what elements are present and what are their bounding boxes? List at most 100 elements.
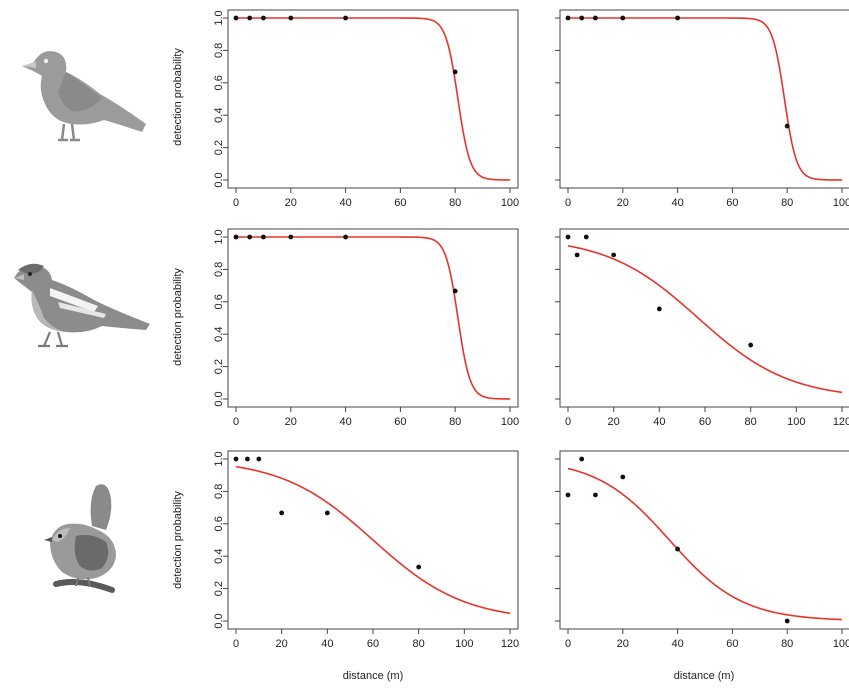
x-tick-label: 60	[726, 197, 738, 209]
x-tick-label: 100	[501, 416, 519, 428]
data-point	[452, 288, 458, 294]
x-tick-label: 0	[565, 197, 571, 209]
data-point	[343, 15, 348, 21]
panel-4: 0 20 40 60 80 100 120	[555, 228, 849, 428]
y-tick-label: 0.2	[213, 581, 225, 596]
panel-1: 0.0 0.2 0.4 0.6 0.8 1.0 0 20 40 60 80 100	[213, 9, 519, 209]
y-tick-label: 0.0	[213, 613, 225, 628]
data-point	[620, 474, 626, 480]
x-tick-label: 80	[449, 197, 461, 209]
data-point	[233, 456, 239, 462]
fitted-curve	[568, 17, 843, 181]
x-tick-label: 100	[833, 197, 849, 209]
panel-3: 0.0 0.2 0.4 0.6 0.8 1.0 0 20 40 60 80 100	[213, 228, 519, 428]
y-tick-label: 0.4	[213, 327, 225, 342]
x-tick-label: 80	[413, 638, 425, 650]
ylabel-text: detection probability	[172, 48, 184, 146]
data-point	[247, 15, 253, 21]
panel-6: 0 20 40 60 80 100	[555, 450, 849, 650]
x-tick-label: 60	[726, 638, 738, 650]
fitted-curve	[236, 17, 511, 181]
plot-frame	[559, 450, 849, 630]
y-tick-label: 0.4	[213, 549, 225, 564]
data-point	[784, 618, 790, 624]
data-point	[620, 15, 626, 21]
data-point	[288, 15, 294, 21]
y-tick-label: 0.0	[213, 172, 225, 187]
y-tick-label: 0.2	[213, 359, 225, 374]
fitted-curve	[567, 245, 843, 394]
xlabel-text: distance (m)	[342, 670, 404, 682]
x-tick-label: 20	[608, 416, 620, 428]
x-tick-label: 40	[339, 197, 351, 209]
data-point	[784, 123, 790, 129]
y-tick-label: 0.6	[213, 294, 225, 309]
y-tick-label: 1.0	[213, 451, 225, 466]
x-tick-label: 40	[653, 416, 665, 428]
chaffinch-icon	[14, 263, 150, 348]
x-tick-label: 80	[449, 416, 461, 428]
fitted-curve	[236, 236, 511, 400]
y-tick-label: 0.0	[213, 391, 225, 406]
blackbird-icon	[22, 51, 146, 142]
ylabel-text: detection probability	[172, 491, 184, 589]
x-tick-label: 40	[321, 638, 333, 650]
plot-frame	[227, 228, 519, 408]
x-tick-label: 100	[787, 416, 805, 428]
data-point	[593, 492, 598, 498]
data-point	[343, 234, 348, 240]
data-point	[611, 252, 617, 258]
x-tick-label: 40	[671, 638, 683, 650]
x-tick-label: 100	[455, 638, 473, 650]
data-point	[233, 234, 239, 240]
x-tick-label: 80	[781, 197, 793, 209]
x-tick-label: 100	[833, 638, 849, 650]
fitted-curve	[235, 465, 511, 615]
data-point	[675, 546, 680, 552]
data-point	[583, 234, 589, 240]
data-point	[261, 15, 266, 21]
plot-frame	[559, 9, 849, 189]
x-tick-label: 0	[233, 638, 239, 650]
xlabel-text: distance (m)	[673, 670, 735, 682]
data-point	[233, 15, 239, 21]
data-point	[256, 456, 262, 462]
x-tick-label: 20	[617, 638, 629, 650]
x-tick-label: 0	[565, 416, 571, 428]
plot-frame	[227, 9, 519, 189]
x-tick-label: 0	[233, 416, 239, 428]
x-tick-label: 120	[833, 416, 849, 428]
x-tick-label: 60	[699, 416, 711, 428]
panel-5: 0.0 0.2 0.4 0.6 0.8 1.0 0 20 40 60 80 100 120	[213, 450, 519, 650]
y-tick-label: 0.8	[213, 262, 225, 277]
x-tick-label: 100	[501, 197, 519, 209]
y-tick-label: 0.8	[213, 484, 225, 499]
x-tick-label: 60	[394, 197, 406, 209]
y-tick-label: 0.2	[213, 140, 225, 155]
data-point	[416, 564, 422, 570]
x-tick-label: 0	[233, 197, 239, 209]
data-point	[593, 15, 598, 21]
y-tick-label: 0.6	[213, 75, 225, 90]
x-tick-label: 60	[367, 638, 379, 650]
wren-icon	[44, 484, 116, 593]
data-point	[574, 252, 580, 258]
data-point	[579, 456, 585, 462]
ylabel-text: detection probability	[172, 268, 184, 366]
data-point	[279, 510, 285, 516]
x-tick-label: 80	[781, 638, 793, 650]
x-tick-label: 60	[394, 416, 406, 428]
data-point	[245, 456, 250, 462]
data-point	[656, 306, 662, 312]
x-tick-label: 0	[565, 638, 571, 650]
data-point	[579, 15, 585, 21]
data-point	[565, 492, 571, 498]
y-tick-label: 0.4	[213, 108, 225, 123]
x-tick-label: 20	[276, 638, 288, 650]
x-tick-label: 20	[617, 197, 629, 209]
data-point	[748, 342, 754, 348]
y-tick-label: 0.6	[213, 516, 225, 531]
data-point	[261, 234, 266, 240]
x-tick-label: 120	[501, 638, 519, 650]
